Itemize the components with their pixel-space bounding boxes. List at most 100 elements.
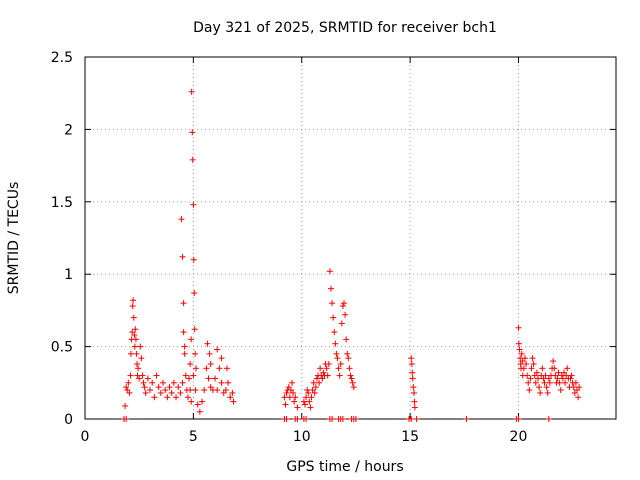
data-point — [192, 365, 199, 372]
data-point — [332, 340, 339, 347]
x-tick-label: 20 — [510, 429, 528, 445]
data-point — [408, 355, 415, 362]
x-tick-label: 10 — [293, 429, 311, 445]
data-point — [132, 336, 139, 343]
data-point — [528, 365, 535, 372]
grid-lines — [85, 57, 616, 419]
data-point — [331, 329, 338, 336]
data-point — [340, 300, 347, 307]
data-point — [222, 387, 229, 394]
data-point — [196, 408, 203, 415]
data-point — [187, 387, 194, 394]
data-point — [194, 401, 201, 408]
data-point — [187, 360, 194, 367]
data-point — [527, 375, 534, 382]
data-point — [178, 216, 185, 223]
data-point — [516, 346, 523, 353]
data-point — [409, 375, 416, 382]
data-point — [413, 416, 420, 422]
data-point — [189, 156, 196, 163]
data-point — [181, 350, 188, 357]
data-point — [168, 389, 175, 396]
data-point — [303, 416, 310, 422]
data-point — [557, 387, 564, 394]
data-point — [550, 358, 557, 365]
data-point — [151, 394, 158, 401]
data-point — [180, 329, 187, 336]
data-point — [408, 360, 415, 367]
data-point — [173, 394, 180, 401]
data-point — [129, 303, 136, 310]
data-point — [125, 379, 132, 386]
data-point — [229, 389, 236, 396]
data-point — [325, 360, 332, 367]
data-point — [123, 384, 130, 391]
data-point — [324, 372, 331, 379]
data-point — [177, 389, 184, 396]
data-point — [345, 355, 352, 362]
data-point — [294, 404, 301, 411]
data-point — [170, 379, 177, 386]
data-point — [310, 379, 317, 386]
data-point — [554, 375, 561, 382]
data-point — [189, 129, 196, 136]
data-point — [190, 256, 197, 263]
data-point — [188, 88, 195, 95]
data-point — [126, 389, 133, 396]
data-point — [524, 372, 531, 379]
data-point — [342, 311, 349, 318]
data-point — [166, 384, 173, 391]
data-point — [223, 365, 230, 372]
data-point — [530, 360, 537, 367]
data-point — [344, 350, 351, 357]
data-point — [139, 372, 146, 379]
data-point — [290, 389, 297, 396]
data-point — [127, 350, 134, 357]
data-point — [123, 416, 130, 422]
y-tick-label: 1.5 — [51, 195, 73, 211]
data-point — [218, 355, 225, 362]
data-point — [520, 365, 527, 372]
data-point — [348, 375, 355, 382]
data-point — [192, 350, 199, 357]
data-point — [537, 389, 544, 396]
x-tick-label: 15 — [401, 429, 419, 445]
data-point — [555, 369, 562, 376]
data-point — [291, 398, 298, 405]
data-point — [138, 355, 145, 362]
data-point — [338, 320, 345, 327]
data-point — [544, 389, 551, 396]
plot-frame — [84, 56, 617, 420]
data-point — [523, 360, 530, 367]
data-point — [160, 379, 167, 386]
data-point — [534, 375, 541, 382]
data-point — [329, 300, 336, 307]
data-point — [164, 394, 171, 401]
data-point — [137, 343, 144, 350]
data-point — [190, 201, 197, 208]
data-point — [204, 340, 211, 347]
data-point — [330, 314, 337, 321]
data-point — [301, 401, 308, 408]
data-point — [181, 343, 188, 350]
data-point — [326, 268, 333, 275]
data-point — [147, 387, 154, 394]
y-tick-label: 2.5 — [51, 50, 73, 66]
data-point — [333, 350, 340, 357]
data-point — [347, 372, 354, 379]
data-point — [525, 379, 532, 386]
data-point — [409, 369, 416, 376]
data-point — [292, 394, 299, 401]
data-point — [542, 372, 549, 379]
data-point — [304, 387, 311, 394]
y-tick-label: 0.5 — [51, 340, 73, 356]
data-point — [411, 404, 418, 411]
data-point — [134, 360, 141, 367]
chart-title: Day 321 of 2025, SRMTID for receiver bch… — [193, 20, 497, 36]
data-point — [227, 394, 234, 401]
data-point — [327, 285, 334, 292]
data-point — [303, 394, 310, 401]
data-point — [526, 387, 533, 394]
data-point — [130, 297, 137, 304]
